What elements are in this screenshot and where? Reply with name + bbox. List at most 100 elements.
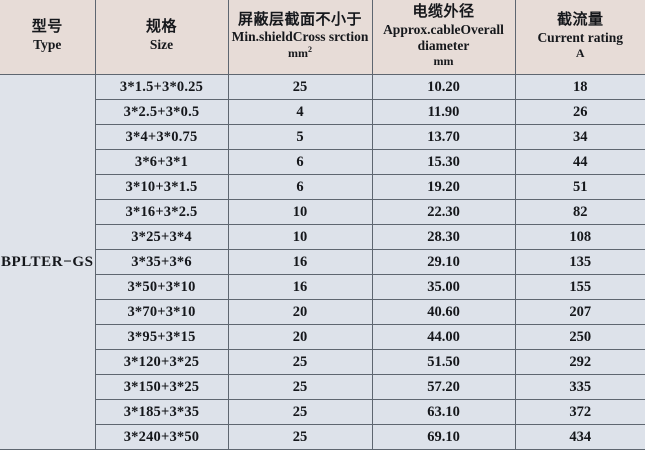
cell-shield-section: 6 [227, 149, 373, 175]
cell-cable-diameter: 44.00 [371, 324, 516, 350]
cell-size: 3*10+3*1.5 [95, 174, 229, 200]
cell-shield-section: 6 [227, 174, 373, 200]
column-header-current-english: Current rating [537, 29, 624, 45]
column-header-current-rating: 截流量 Current rating A [514, 0, 645, 75]
cell-shield-section: 25 [227, 399, 373, 425]
cell-current-rating: 155 [514, 274, 645, 300]
column-header-shield-english: Min.shieldCross srction [231, 29, 369, 45]
cell-current-rating: 34 [514, 124, 645, 150]
column-header-type-english: Type [33, 36, 62, 52]
column-header-type: 型号 Type [0, 0, 96, 75]
cell-cable-diameter: 29.10 [371, 249, 516, 275]
cell-size: 3*2.5+3*0.5 [95, 99, 229, 125]
table-row: 3*240+3*50 25 69.10 434 [0, 424, 645, 450]
cell-shield-section: 25 [227, 424, 373, 450]
cell-size: 3*70+3*10 [95, 299, 229, 325]
cell-size: 3*1.5+3*0.25 [94, 74, 229, 100]
cell-cable-diameter: 11.90 [371, 99, 516, 125]
cell-shield-section: 25 [227, 74, 373, 100]
cell-type: BPLTER−GS [0, 74, 96, 450]
cell-cable-diameter: 51.50 [371, 349, 516, 375]
cell-cable-diameter: 28.30 [371, 224, 516, 250]
header-row: 型号 Type 规格 Size 屏蔽层截面不小于 Min.shieldCross… [0, 0, 645, 75]
cell-current-rating: 207 [514, 299, 645, 325]
cell-size: 3*95+3*15 [95, 324, 229, 350]
cell-shield-section: 4 [227, 99, 373, 125]
cell-current-rating: 82 [514, 199, 645, 225]
cell-current-rating: 135 [514, 249, 645, 275]
table-row: 3*50+3*10 16 35.00 155 [0, 274, 645, 300]
cell-size: 3*16+3*2.5 [95, 199, 229, 225]
cell-size: 3*150+3*25 [95, 374, 229, 400]
cell-current-rating: 26 [514, 99, 645, 125]
cell-size: 3*240+3*50 [95, 424, 229, 450]
cell-current-rating: 44 [514, 149, 645, 175]
cell-size: 3*6+3*1 [95, 149, 229, 175]
table-row: 3*4+3*0.75 5 13.70 34 [0, 124, 645, 150]
cell-cable-diameter: 63.10 [371, 399, 516, 425]
cell-current-rating: 51 [514, 174, 645, 200]
table-row: 3*35+3*6 16 29.10 135 [0, 249, 645, 275]
unit-text: mm [288, 46, 308, 61]
column-header-diameter-unit: mm [433, 53, 454, 68]
cell-cable-diameter: 19.20 [371, 174, 516, 200]
cell-shield-section: 20 [227, 299, 373, 325]
table-row: 3*10+3*1.5 6 19.20 51 [0, 174, 645, 200]
cell-size: 3*4+3*0.75 [95, 124, 229, 150]
table-row: BPLTER−GS 3*1.5+3*0.25 25 10.20 18 [0, 74, 645, 450]
cell-cable-diameter: 13.70 [371, 124, 516, 150]
column-header-current-unit: A [575, 45, 585, 60]
cell-shield-section: 25 [227, 374, 373, 400]
cell-size: 3*120+3*25 [95, 349, 229, 375]
column-header-shield-unit: mm2 [231, 45, 370, 60]
table-body: BPLTER−GS 3*1.5+3*0.25 25 10.20 18 3*2.5+3*0.… [0, 74, 645, 450]
cell-size: 3*25+3*4 [95, 224, 229, 250]
table-row: 3*6+3*1 6 15.30 44 [0, 149, 645, 175]
table-row: 3*2.5+3*0.5 4 11.90 26 [0, 99, 645, 125]
column-header-size-english: Size [149, 36, 174, 52]
column-header-type-chinese: 型号 [31, 19, 63, 36]
cell-shield-section: 16 [227, 274, 373, 300]
cell-current-rating: 292 [514, 349, 645, 375]
column-header-cable-diameter: 电缆外径 Approx.cableOverall diameter mm [371, 0, 516, 75]
cell-current-rating: 335 [514, 374, 645, 400]
table-header: 型号 Type 规格 Size 屏蔽层截面不小于 Min.shieldCross… [0, 0, 645, 75]
table-row: 3*25+3*4 10 28.30 108 [0, 224, 645, 250]
cell-shield-section: 10 [227, 224, 373, 250]
cell-shield-section: 10 [227, 199, 373, 225]
cell-current-rating: 372 [514, 399, 645, 425]
table-row: 3*70+3*10 20 40.60 207 [0, 299, 645, 325]
cell-cable-diameter: 40.60 [371, 299, 516, 325]
cell-shield-section: 25 [227, 349, 373, 375]
column-header-size-chinese: 规格 [145, 19, 177, 36]
cell-shield-section: 16 [227, 249, 373, 275]
table-row: 3*185+3*35 25 63.10 372 [0, 399, 645, 425]
cell-size: 3*50+3*10 [95, 274, 229, 300]
column-header-diameter-english-line2: diameter [417, 37, 470, 53]
column-header-diameter-english-line1: Approx.cableOverall [383, 21, 504, 37]
column-header-shield-chinese: 屏蔽层截面不小于 [237, 11, 362, 28]
column-header-diameter-chinese: 电缆外径 [412, 4, 475, 21]
cell-size: 3*185+3*35 [95, 399, 229, 425]
cell-cable-diameter: 69.10 [371, 424, 516, 450]
cell-current-rating: 434 [514, 424, 645, 450]
cell-cable-diameter: 15.30 [371, 149, 516, 175]
cell-shield-section: 5 [227, 124, 373, 150]
cell-cable-diameter: 22.30 [371, 199, 516, 225]
table-row: 3*150+3*25 25 57.20 335 [0, 374, 645, 400]
column-header-current-chinese: 截流量 [556, 12, 604, 29]
column-header-shield-section: 屏蔽层截面不小于 Min.shieldCross srction mm2 [227, 0, 373, 75]
column-header-size: 规格 Size [94, 0, 229, 75]
cell-size: 3*35+3*6 [95, 249, 229, 275]
table-row: 3*120+3*25 25 51.50 292 [0, 349, 645, 375]
table-row: 3*16+3*2.5 10 22.30 82 [0, 199, 645, 225]
cell-cable-diameter: 35.00 [371, 274, 516, 300]
cell-current-rating: 250 [514, 324, 645, 350]
cell-cable-diameter: 57.20 [371, 374, 516, 400]
cell-cable-diameter: 10.20 [371, 74, 516, 100]
cell-current-rating: 18 [514, 74, 645, 100]
cell-current-rating: 108 [514, 224, 645, 250]
cell-shield-section: 20 [227, 324, 373, 350]
unit-exponent: 2 [308, 45, 312, 55]
